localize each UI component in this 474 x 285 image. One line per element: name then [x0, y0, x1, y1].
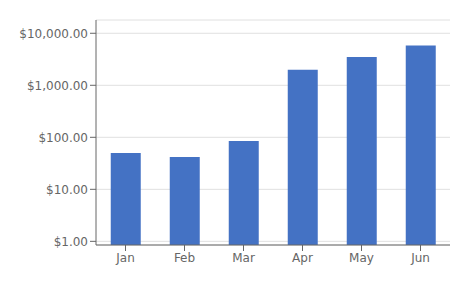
svg-text:Jan: Jan — [115, 251, 135, 265]
svg-text:Jun: Jun — [410, 251, 430, 265]
svg-text:$10,000.00: $10,000.00 — [19, 27, 88, 41]
svg-text:$1.00: $1.00 — [54, 235, 88, 249]
svg-text:Feb: Feb — [174, 251, 195, 265]
svg-text:$100.00: $100.00 — [38, 131, 88, 145]
svg-text:$1,000.00: $1,000.00 — [27, 79, 88, 93]
svg-text:May: May — [349, 251, 374, 265]
svg-text:Mar: Mar — [232, 251, 255, 265]
svg-text:$10.00: $10.00 — [46, 183, 88, 197]
svg-text:Apr: Apr — [292, 251, 313, 265]
